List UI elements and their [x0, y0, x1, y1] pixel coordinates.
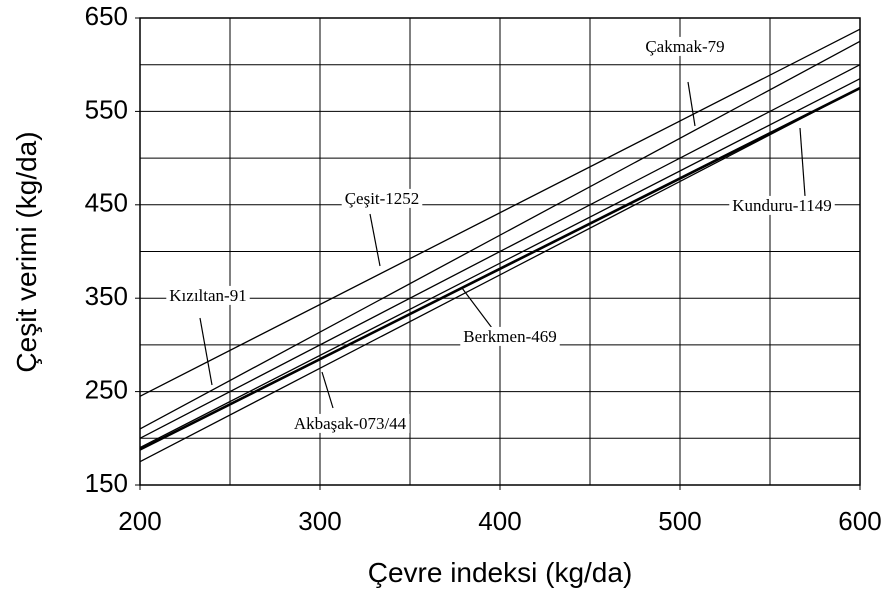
series-label: Kızıltan-91 [169, 286, 246, 305]
series-label: Çakmak-79 [645, 37, 724, 56]
series-line [139, 78, 861, 449]
x-tick-label: 300 [298, 506, 341, 536]
x-axis-title: Çevre indeksi (kg/da) [368, 557, 633, 588]
label-background [290, 413, 410, 433]
x-tick-label: 200 [118, 506, 161, 536]
x-tick-label: 500 [658, 506, 701, 536]
leader-line [687, 81, 696, 127]
label-background [729, 195, 835, 215]
series-line [139, 28, 861, 397]
y-tick-label: 550 [85, 94, 128, 124]
series-line [139, 40, 861, 430]
x-tick-label: 400 [478, 506, 521, 536]
leader-line [199, 317, 213, 386]
label-background [166, 285, 250, 305]
leader-line [799, 127, 806, 197]
leader-line [321, 371, 334, 409]
series-line [139, 64, 861, 439]
y-axis-title: Çeşit verimi (kg/da) [11, 131, 42, 372]
x-tick-label: 600 [838, 506, 881, 536]
leader-line [369, 213, 381, 267]
series-label: Çeşit-1252 [345, 189, 420, 208]
series-line [139, 86, 861, 451]
label-background [341, 188, 423, 208]
y-tick-label: 650 [85, 1, 128, 31]
y-tick-label: 450 [85, 188, 128, 218]
series-label: Kunduru-1149 [732, 196, 831, 215]
series-line [139, 87, 861, 463]
y-tick-label: 350 [85, 281, 128, 311]
label-background [642, 36, 728, 56]
series-label: Akbaşak-073/44 [294, 414, 407, 433]
label-background [460, 326, 560, 346]
y-tick-label: 150 [85, 468, 128, 498]
y-tick-label: 250 [85, 374, 128, 404]
series-label: Berkmen-469 [463, 327, 556, 346]
leader-line [461, 287, 493, 329]
